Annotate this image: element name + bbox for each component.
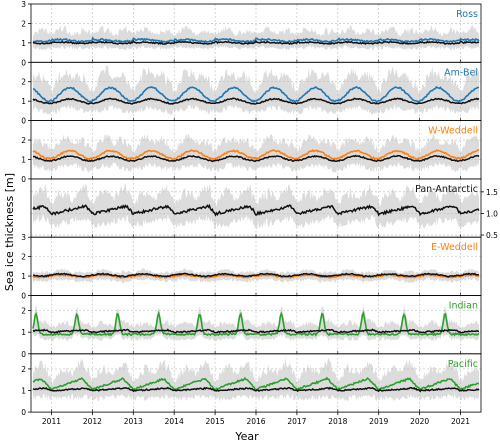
x-tick-label: 2012 (83, 417, 102, 426)
y-tick-label: 3 (21, 0, 26, 9)
x-tick-label: 2014 (165, 417, 184, 426)
y-tick-label: 1.5 (486, 188, 498, 197)
panels: 0 1 2 3 Ross 0 1 2 Am-Bel 0 1 2 W-Weddell 0.5 1.0 1.5 Pa… (21, 0, 498, 417)
y-tick-label: 1 (21, 39, 26, 48)
series-e-weddell (32, 273, 480, 280)
panel-am-bel: 0 1 2 Am-Bel (21, 61, 482, 126)
panel-pan-antarctic: 0.5 1.0 1.5 Pan-Antarctic (30, 178, 498, 240)
panel-indian: 0 1 2 Indian (21, 295, 482, 359)
series-pan-antarctic-reference (32, 39, 480, 46)
y-tick-label: 1 (21, 328, 26, 337)
uncertainty-band (33, 182, 479, 230)
x-tick-label: 2013 (124, 417, 143, 426)
panel-label: W-Weddell (428, 126, 478, 137)
panel-label: Am-Bel (444, 67, 478, 78)
x-tick-label: 2018 (328, 417, 347, 426)
panel-pacific: 0 1 2 Pacific (21, 353, 482, 417)
y-axis-label: Sea ice thickness [m] (3, 173, 16, 291)
series-ross (32, 36, 480, 44)
panel-e-weddell: 0 1 2 3 E-Weddell (21, 233, 482, 301)
y-tick-label: 0 (21, 58, 26, 67)
y-tick-label: 1 (21, 387, 26, 396)
series-am-bel (32, 85, 480, 104)
series-pan-antarctic-reference (33, 272, 480, 278)
series-pan-antarctic-reference (32, 154, 480, 163)
x-tick-label: 2015 (206, 417, 225, 426)
y-tick-label: 2 (21, 365, 26, 374)
uncertainty-band (33, 65, 479, 116)
y-tick-label: 0 (21, 350, 26, 359)
y-tick-label: 3 (21, 233, 26, 242)
series-pan-antarctic-reference (32, 97, 480, 105)
x-axis-label: Year (234, 430, 259, 443)
y-tick-label: 2 (21, 78, 26, 87)
x-tick-label: 2016 (246, 417, 265, 426)
panel-label: Pacific (448, 359, 478, 370)
series-indian (32, 310, 480, 337)
x-tick-label: 2021 (451, 417, 470, 426)
panel-label: Ross (456, 9, 478, 20)
y-tick-label: 0 (21, 117, 26, 126)
series-w-weddell (32, 149, 480, 161)
y-tick-label: 0 (21, 408, 26, 417)
y-tick-label: 1 (21, 155, 26, 164)
series-pan-antarctic-reference (32, 203, 480, 217)
y-tick-label: 0 (21, 175, 26, 184)
series-pan-antarctic-reference (32, 328, 479, 334)
y-tick-label: 0.5 (486, 231, 498, 240)
y-tick-label: 1.0 (486, 209, 498, 218)
x-tick-label: 2011 (42, 417, 61, 426)
x-axis: 2011 2012 2013 2014 2015 2016 2017 2018 2019 2020… (42, 412, 470, 426)
x-tick-label: 2020 (410, 417, 429, 426)
y-tick-label: 2 (21, 253, 26, 262)
y-tick-label: 2 (21, 307, 26, 316)
x-tick-label: 2019 (369, 417, 388, 426)
y-tick-label: 2 (21, 19, 26, 28)
panel-label: Pan-Antarctic (415, 184, 478, 195)
y-tick-label: 2 (21, 136, 26, 145)
panel-label: E-Weddell (431, 242, 478, 253)
panel-w-weddell: 0 1 2 W-Weddell (21, 120, 482, 184)
panel-label: Indian (449, 301, 478, 312)
panel-ross: 0 1 2 3 Ross (21, 0, 482, 67)
y-tick-label: 0 (21, 292, 26, 301)
x-tick-label: 2017 (287, 417, 306, 426)
y-tick-label: 1 (21, 272, 26, 281)
y-tick-label: 1 (21, 97, 26, 106)
series-pan-antarctic-reference (32, 386, 480, 393)
